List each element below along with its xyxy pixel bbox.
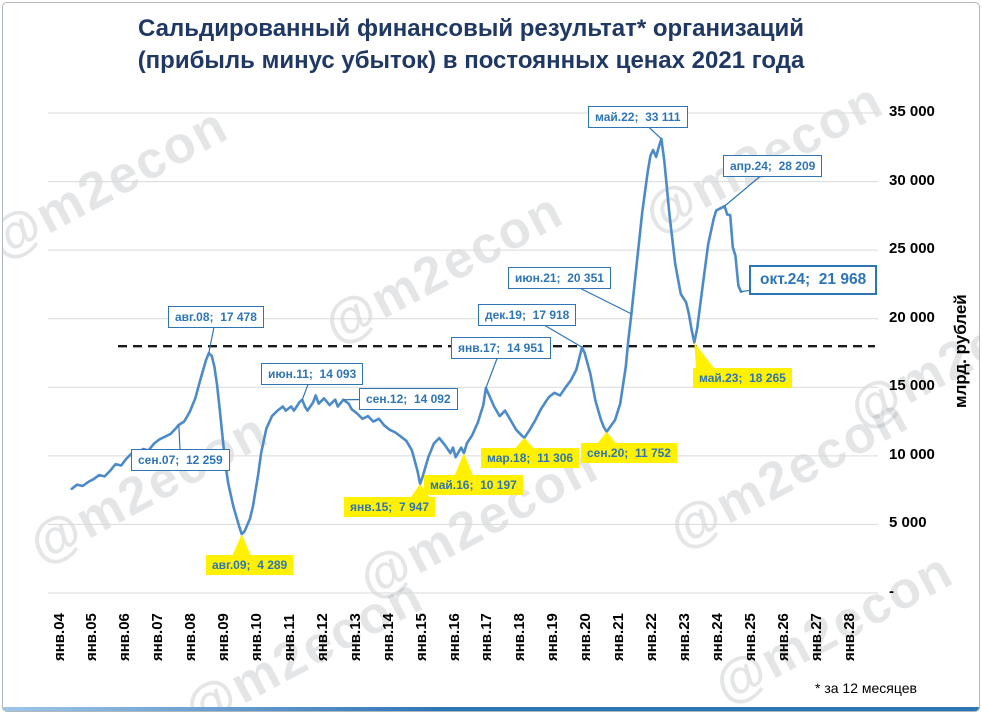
annotation-pointer: [515, 437, 534, 448]
x-tick-label: янв.19: [544, 613, 562, 661]
x-tick-label: янв.13: [346, 613, 364, 661]
y-tick-label: 5 000: [889, 514, 927, 532]
y-tick-label: 25 000: [889, 240, 935, 258]
x-tick-label: янв.15: [412, 613, 430, 661]
bottom-accent-strip: [3, 707, 979, 711]
x-tick-label: янв.05: [83, 613, 101, 661]
y-tick-label: 15 000: [889, 377, 935, 395]
y-tick-label: -: [889, 583, 894, 600]
annotation-pointer: [232, 534, 251, 555]
annotation-pointer: [694, 342, 714, 368]
x-tick-label: янв.14: [379, 613, 397, 661]
x-tick-label: янв.12: [313, 613, 331, 661]
x-tick-label: янв.16: [445, 613, 463, 661]
x-tick-label: янв.22: [643, 613, 660, 661]
x-tick-label: янв.06: [116, 613, 134, 661]
x-tick-label: янв.21: [610, 613, 628, 661]
annotation-pointer: [454, 453, 473, 475]
x-tick-label: янв.08: [182, 613, 200, 661]
x-tick-label: янв.10: [248, 613, 265, 661]
x-tick-label: янв.26: [774, 613, 792, 661]
x-tick-label: янв.09: [215, 613, 233, 661]
x-tick-label: янв.11: [280, 613, 298, 661]
x-axis-labels: янв.04 янв.05 янв.06 янв.07 янв.08 янв.09 янв.…: [3, 3, 979, 711]
x-tick-label: янв.28: [840, 613, 858, 661]
series-line: [70, 137, 743, 536]
x-tick-label: янв.25: [741, 613, 759, 661]
y-tick-label: 10 000: [889, 445, 935, 463]
y-axis-labels: 35 000 30 000 25 000 20 000 15 000 10 000 5 00…: [3, 3, 979, 711]
y-tick-label: 30 000: [889, 171, 935, 189]
x-tick-label: янв.17: [478, 613, 496, 661]
y-tick-label: 35 000: [889, 103, 935, 120]
x-tick-label: янв.18: [511, 613, 529, 661]
x-tick-label: янв.20: [577, 613, 595, 661]
x-tick-label: янв.04: [50, 613, 68, 661]
x-tick-label: янв.23: [675, 613, 693, 661]
footnote: * за 12 месяцев: [815, 680, 917, 696]
y-tick-label: 20 000: [889, 308, 935, 326]
annotation-pointer: [597, 431, 616, 443]
x-tick-label: янв.24: [708, 613, 726, 661]
chart-title-line2: (прибыль минус убыток) в постоянных цена…: [137, 46, 805, 74]
x-tick-label: янв.27: [807, 613, 825, 661]
chart-title: Сальдированный финансовый результат* орг…: [3, 13, 939, 76]
chart-title-line1: Сальдированный финансовый результат* орг…: [137, 15, 804, 42]
x-tick-label: янв.07: [149, 613, 167, 661]
y-axis-title: млрд. рублей: [951, 294, 970, 408]
